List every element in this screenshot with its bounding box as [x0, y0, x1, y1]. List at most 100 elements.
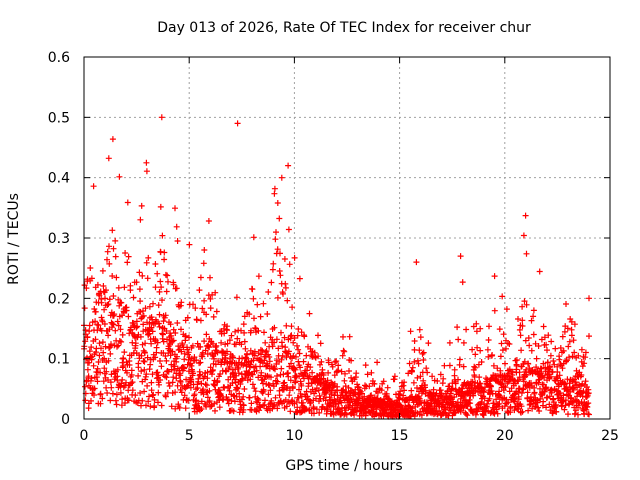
data-point [297, 364, 304, 371]
data-point [211, 355, 217, 362]
data-point [155, 372, 162, 379]
data-point [528, 380, 534, 386]
data-point [471, 363, 478, 370]
data-point [181, 365, 188, 372]
data-point [534, 399, 541, 406]
data-point [104, 390, 111, 396]
data-point [536, 268, 543, 275]
data-point [174, 353, 180, 360]
data-point [234, 335, 241, 342]
data-point [506, 341, 513, 347]
data-point [157, 358, 163, 364]
data-point [217, 371, 224, 377]
data-point [498, 340, 505, 347]
data-point [144, 382, 151, 389]
data-point [162, 353, 169, 359]
data-point [477, 347, 484, 354]
data-point [317, 340, 324, 347]
data-point [425, 340, 432, 347]
data-point [294, 342, 300, 349]
data-point [343, 411, 350, 418]
data-point [178, 326, 184, 333]
data-point [109, 227, 116, 234]
data-point [268, 397, 275, 404]
data-point [538, 365, 545, 372]
data-point [325, 369, 332, 376]
data-point [207, 274, 213, 281]
data-point [278, 174, 285, 181]
data-point [409, 368, 415, 375]
data-point [251, 348, 258, 355]
data-point [318, 358, 325, 365]
data-point [260, 300, 267, 307]
data-point [167, 330, 174, 337]
data-point [473, 320, 480, 327]
data-point [546, 393, 553, 400]
data-point [499, 293, 506, 300]
data-point [332, 359, 338, 365]
data-point [484, 400, 491, 407]
data-point [158, 284, 165, 291]
data-point [108, 384, 115, 391]
data-point [244, 350, 251, 357]
data-point [104, 302, 111, 308]
data-point [209, 367, 216, 373]
data-point [213, 308, 220, 315]
data-point [181, 392, 188, 399]
data-point [219, 356, 226, 363]
data-point [230, 408, 237, 415]
data-point [460, 363, 467, 370]
data-point [172, 205, 178, 212]
data-point [155, 399, 161, 406]
data-point [130, 294, 137, 301]
data-point [329, 363, 336, 370]
data-point [543, 404, 550, 411]
data-point [366, 383, 373, 390]
x-axis-ticks: 0 5 10 15 20 25 [80, 57, 619, 444]
data-point [248, 400, 255, 407]
data-point [241, 329, 248, 336]
data-point [513, 362, 520, 369]
data-point [272, 236, 279, 243]
data-point [282, 284, 289, 291]
data-point [230, 392, 237, 399]
data-point [274, 405, 281, 412]
data-point [91, 392, 97, 398]
data-point [571, 321, 578, 328]
data-point [104, 248, 111, 255]
data-point [274, 246, 281, 253]
data-point [88, 275, 95, 282]
data-point [92, 318, 99, 325]
data-point [150, 300, 156, 307]
data-point [400, 392, 407, 399]
data-point [197, 371, 204, 378]
data-point [142, 305, 149, 312]
data-point [203, 382, 210, 389]
y-tick-label: 0.2 [48, 291, 70, 307]
data-point [416, 326, 423, 333]
data-point [473, 328, 480, 335]
data-point [348, 374, 355, 381]
data-point [214, 377, 221, 384]
data-point [359, 390, 365, 397]
data-point [459, 279, 466, 286]
data-point [100, 349, 107, 356]
data-point [486, 323, 492, 330]
data-point [110, 293, 117, 299]
data-point [584, 404, 591, 410]
y-tick-label: 0.5 [48, 110, 70, 126]
data-point [368, 392, 375, 399]
data-point [271, 339, 278, 346]
data-point [271, 185, 278, 192]
data-point [204, 375, 211, 382]
data-point [585, 390, 592, 397]
data-point [291, 254, 298, 261]
data-point [556, 372, 563, 379]
data-point [193, 397, 200, 404]
data-point [401, 379, 408, 386]
data-point [206, 398, 213, 404]
data-point [320, 372, 327, 378]
data-point [139, 272, 146, 279]
data-point [172, 330, 179, 336]
